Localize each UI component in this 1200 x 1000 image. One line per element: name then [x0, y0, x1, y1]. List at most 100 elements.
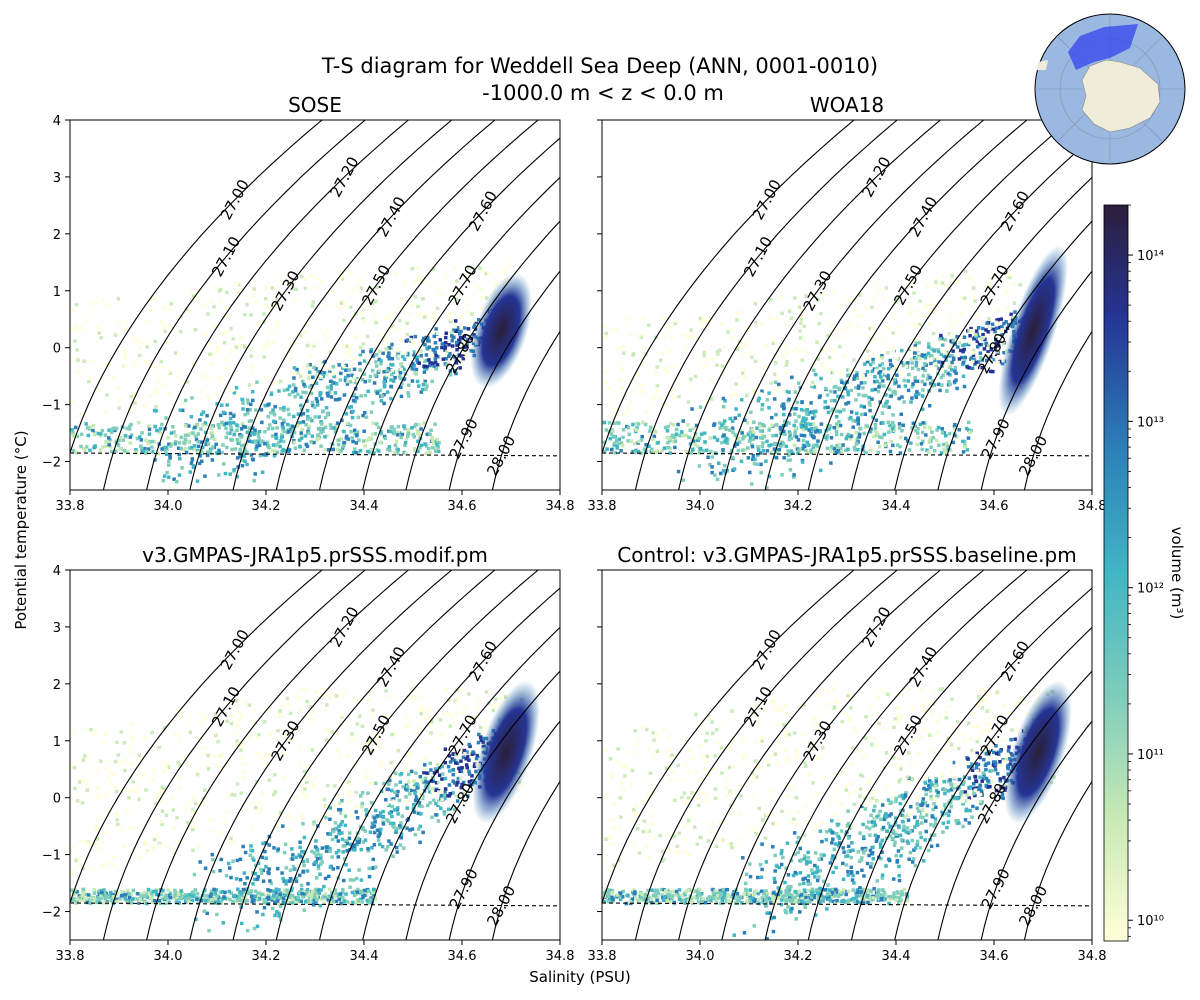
histogram-cell: [167, 307, 172, 312]
histogram-cell: [353, 428, 357, 433]
histogram-cell: [827, 355, 832, 360]
histogram-cell: [139, 892, 144, 896]
histogram-cell: [211, 857, 215, 862]
histogram-cell: [729, 335, 733, 340]
histogram-cell: [846, 298, 851, 303]
histogram-cell: [195, 424, 200, 429]
histogram-cell: [738, 440, 742, 444]
histogram-cell: [393, 808, 397, 812]
histogram-cell: [895, 326, 900, 330]
histogram-cell: [871, 360, 875, 365]
histogram-cell: [174, 898, 179, 902]
histogram-cell: [427, 345, 432, 349]
histogram-cell: [313, 845, 318, 849]
histogram-cell: [131, 734, 135, 739]
histogram-cell: [179, 785, 183, 790]
histogram-cell: [125, 899, 129, 903]
histogram-cell: [730, 327, 735, 332]
histogram-cell: [747, 896, 752, 900]
histogram-cell: [256, 875, 261, 879]
isopycnal-line: [189, 120, 453, 490]
isopycnal-line: [1023, 330, 1092, 490]
histogram-cell: [802, 408, 807, 413]
histogram-cell: [354, 790, 359, 795]
histogram-cell: [455, 347, 459, 352]
histogram-cell: [849, 434, 853, 438]
histogram-cell: [809, 401, 813, 405]
histogram-cell: [79, 444, 83, 449]
histogram-cell: [75, 890, 79, 894]
histogram-cell: [350, 415, 355, 420]
histogram-cell: [416, 431, 420, 436]
histogram-cell: [356, 378, 360, 383]
histogram-cell: [816, 444, 820, 449]
histogram-cell: [651, 893, 655, 898]
histogram-cell: [721, 451, 725, 455]
histogram-cell: [92, 432, 97, 437]
histogram-cell: [96, 896, 101, 901]
histogram-cell: [178, 736, 182, 741]
histogram-cell: [662, 367, 667, 371]
histogram-cell: [459, 326, 463, 330]
histogram-cell: [74, 858, 78, 863]
histogram-cell: [107, 895, 111, 900]
histogram-cell: [886, 350, 890, 355]
histogram-cell: [129, 433, 134, 437]
histogram-cell: [84, 422, 88, 426]
histogram-cell: [882, 366, 886, 371]
histogram-cell: [197, 290, 201, 295]
histogram-cell: [398, 371, 403, 375]
x-tick-label: 34.2: [252, 949, 281, 964]
histogram-cell: [255, 877, 260, 882]
histogram-cell: [691, 439, 696, 443]
histogram-cell: [800, 400, 804, 405]
histogram-cell: [732, 444, 737, 448]
histogram-cell: [223, 357, 227, 361]
histogram-cell: [846, 400, 851, 405]
histogram-cell: [364, 775, 369, 780]
histogram-cell: [659, 887, 664, 892]
histogram-cell: [966, 436, 971, 440]
histogram-cell: [275, 910, 279, 914]
histogram-cell: [378, 842, 382, 847]
histogram-cell: [374, 320, 378, 325]
histogram-cell: [687, 435, 691, 440]
histogram-cell: [419, 711, 423, 716]
histogram-cell: [127, 427, 132, 431]
histogram-cell: [161, 478, 166, 483]
histogram-cell: [923, 355, 928, 360]
histogram-cell: [654, 371, 658, 375]
histogram-cell: [443, 348, 447, 352]
histogram-cell: [340, 786, 344, 791]
histogram-cell: [877, 385, 881, 389]
histogram-cell: [431, 267, 436, 271]
histogram-cell: [440, 345, 444, 350]
histogram-cell: [759, 392, 763, 396]
histogram-cell: [265, 340, 270, 345]
histogram-cell: [915, 442, 919, 447]
histogram-cell: [984, 328, 988, 332]
isopycnal-line: [678, 120, 941, 490]
histogram-cell: [963, 342, 967, 347]
histogram-cell: [347, 348, 352, 353]
histogram-cell: [269, 896, 274, 900]
histogram-cell: [735, 442, 740, 447]
histogram-cell: [183, 424, 188, 428]
histogram-cell: [433, 360, 438, 365]
histogram-cell: [331, 364, 336, 369]
histogram-cell: [490, 703, 495, 708]
histogram-cell: [805, 440, 810, 445]
histogram-cell: [660, 449, 664, 453]
histogram-cell: [819, 422, 824, 426]
histogram-cell: [282, 429, 286, 434]
histogram-cell: [98, 448, 103, 452]
histogram-cell: [927, 403, 932, 408]
histogram-cell: [288, 827, 292, 832]
histogram-cell: [356, 887, 360, 892]
histogram-cell: [123, 895, 128, 899]
histogram-cell: [873, 379, 877, 384]
histogram-cell: [325, 703, 329, 707]
histogram-cell: [183, 433, 188, 438]
histogram-cell: [447, 783, 452, 787]
histogram-cell: [271, 443, 276, 447]
